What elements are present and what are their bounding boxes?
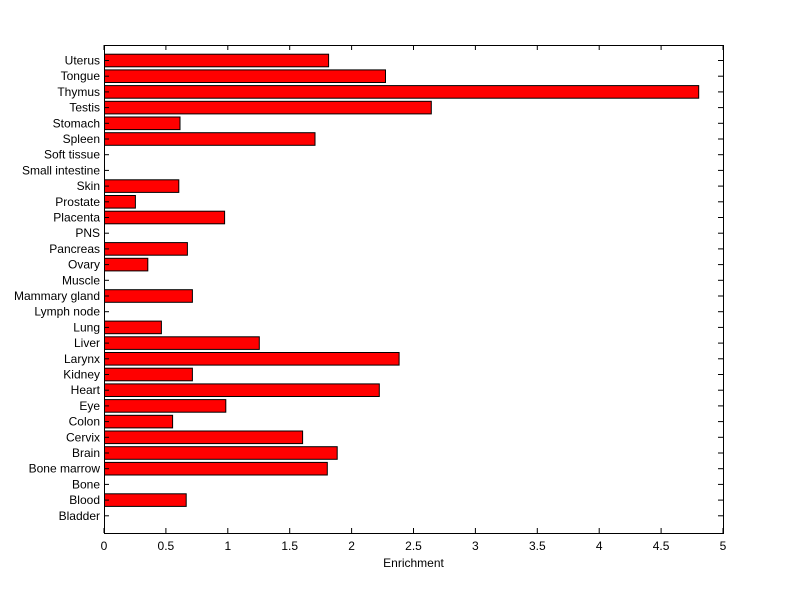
bar-testis <box>104 100 432 115</box>
bar-colon <box>104 414 174 429</box>
y-tick-label-larynx: Larynx <box>64 352 100 366</box>
y-tick-label-heart: Heart <box>71 383 101 397</box>
bar-thymus <box>104 85 700 99</box>
y-tick-label-thymus: Thymus <box>57 85 100 99</box>
y-tick-label-uterus: Uterus <box>65 54 100 68</box>
bar-pancreas <box>104 242 188 256</box>
x-tick-label-10: 5 <box>720 539 727 553</box>
y-tick-label-cervix: Cervix <box>66 430 100 444</box>
x-tick-labels-group: 0 0.5 1 1.5 2 2.5 3 3.5 4 4.5 5 <box>101 539 727 553</box>
y-tick-label-lymph-node: Lymph node <box>34 305 100 319</box>
y-tick-label-testis: Testis <box>69 101 100 115</box>
y-tick-label-colon: Colon <box>69 415 100 429</box>
plot-frame <box>104 45 724 534</box>
ticks-group <box>103 45 724 533</box>
bar-placenta <box>104 210 226 225</box>
x-tick-label-4: 2 <box>348 539 355 553</box>
y-tick-label-eye: Eye <box>79 399 100 413</box>
x-axis-label: Enrichment <box>383 556 444 570</box>
y-tick-label-liver: Liver <box>74 336 100 350</box>
bar-stomach <box>104 116 181 131</box>
y-tick-label-placenta: Placenta <box>53 211 100 225</box>
y-tick-label-ovary: Ovary <box>68 258 100 272</box>
y-tick-label-prostate: Prostate <box>55 195 100 209</box>
bar-prostate <box>104 195 136 209</box>
x-tick-label-9: 4.5 <box>653 539 670 553</box>
y-tick-label-kidney: Kidney <box>63 368 100 382</box>
y-tick-label-soft-tissue: Soft tissue <box>44 148 100 162</box>
y-tick-label-pns: PNS <box>75 226 100 240</box>
bar-uterus <box>104 53 330 68</box>
y-tick-label-blood: Blood <box>69 493 100 507</box>
y-tick-label-mammary-gland: Mammary gland <box>14 289 100 303</box>
y-tick-label-bladder: Bladder <box>59 509 100 523</box>
bar-ovary <box>104 257 149 272</box>
x-tick-label-6: 3 <box>472 539 479 553</box>
bar-cervix <box>104 430 304 445</box>
y-tick-label-skin: Skin <box>77 179 100 193</box>
bar-mammary-gland <box>104 289 193 303</box>
bar-brain <box>104 446 338 460</box>
y-tick-label-muscle: Muscle <box>62 273 100 287</box>
x-tick-label-5: 2.5 <box>405 539 422 553</box>
bar-kidney <box>104 367 193 382</box>
x-tick-label-0: 0 <box>101 539 108 553</box>
bar-skin <box>104 179 180 193</box>
bar-larynx <box>104 352 400 366</box>
x-tick-label-8: 4 <box>596 539 603 553</box>
y-tick-label-bone-marrow: Bone marrow <box>29 462 101 476</box>
bar-eye <box>104 399 227 413</box>
x-tick-label-3: 1.5 <box>281 539 298 553</box>
y-tick-label-tongue: Tongue <box>61 69 101 83</box>
y-tick-label-pancreas: Pancreas <box>49 242 100 256</box>
x-tick-label-7: 3.5 <box>529 539 546 553</box>
bar-heart <box>104 383 380 397</box>
y-tick-label-spleen: Spleen <box>63 132 100 146</box>
y-tick-label-small-intestine: Small intestine <box>22 163 100 177</box>
y-tick-label-stomach: Stomach <box>53 116 100 130</box>
bar-bone-marrow <box>104 461 328 476</box>
bar-lung <box>104 320 162 335</box>
x-tick-label-2: 1 <box>224 539 231 553</box>
bar-tongue <box>104 69 386 84</box>
bar-spleen <box>104 132 316 146</box>
y-tick-label-lung: Lung <box>73 320 100 334</box>
bar-liver <box>104 336 260 350</box>
y-tick-label-bone: Bone <box>72 477 100 491</box>
y-tick-label-brain: Brain <box>72 446 100 460</box>
bar-blood <box>104 493 187 507</box>
x-tick-label-1: 0.5 <box>158 539 175 553</box>
